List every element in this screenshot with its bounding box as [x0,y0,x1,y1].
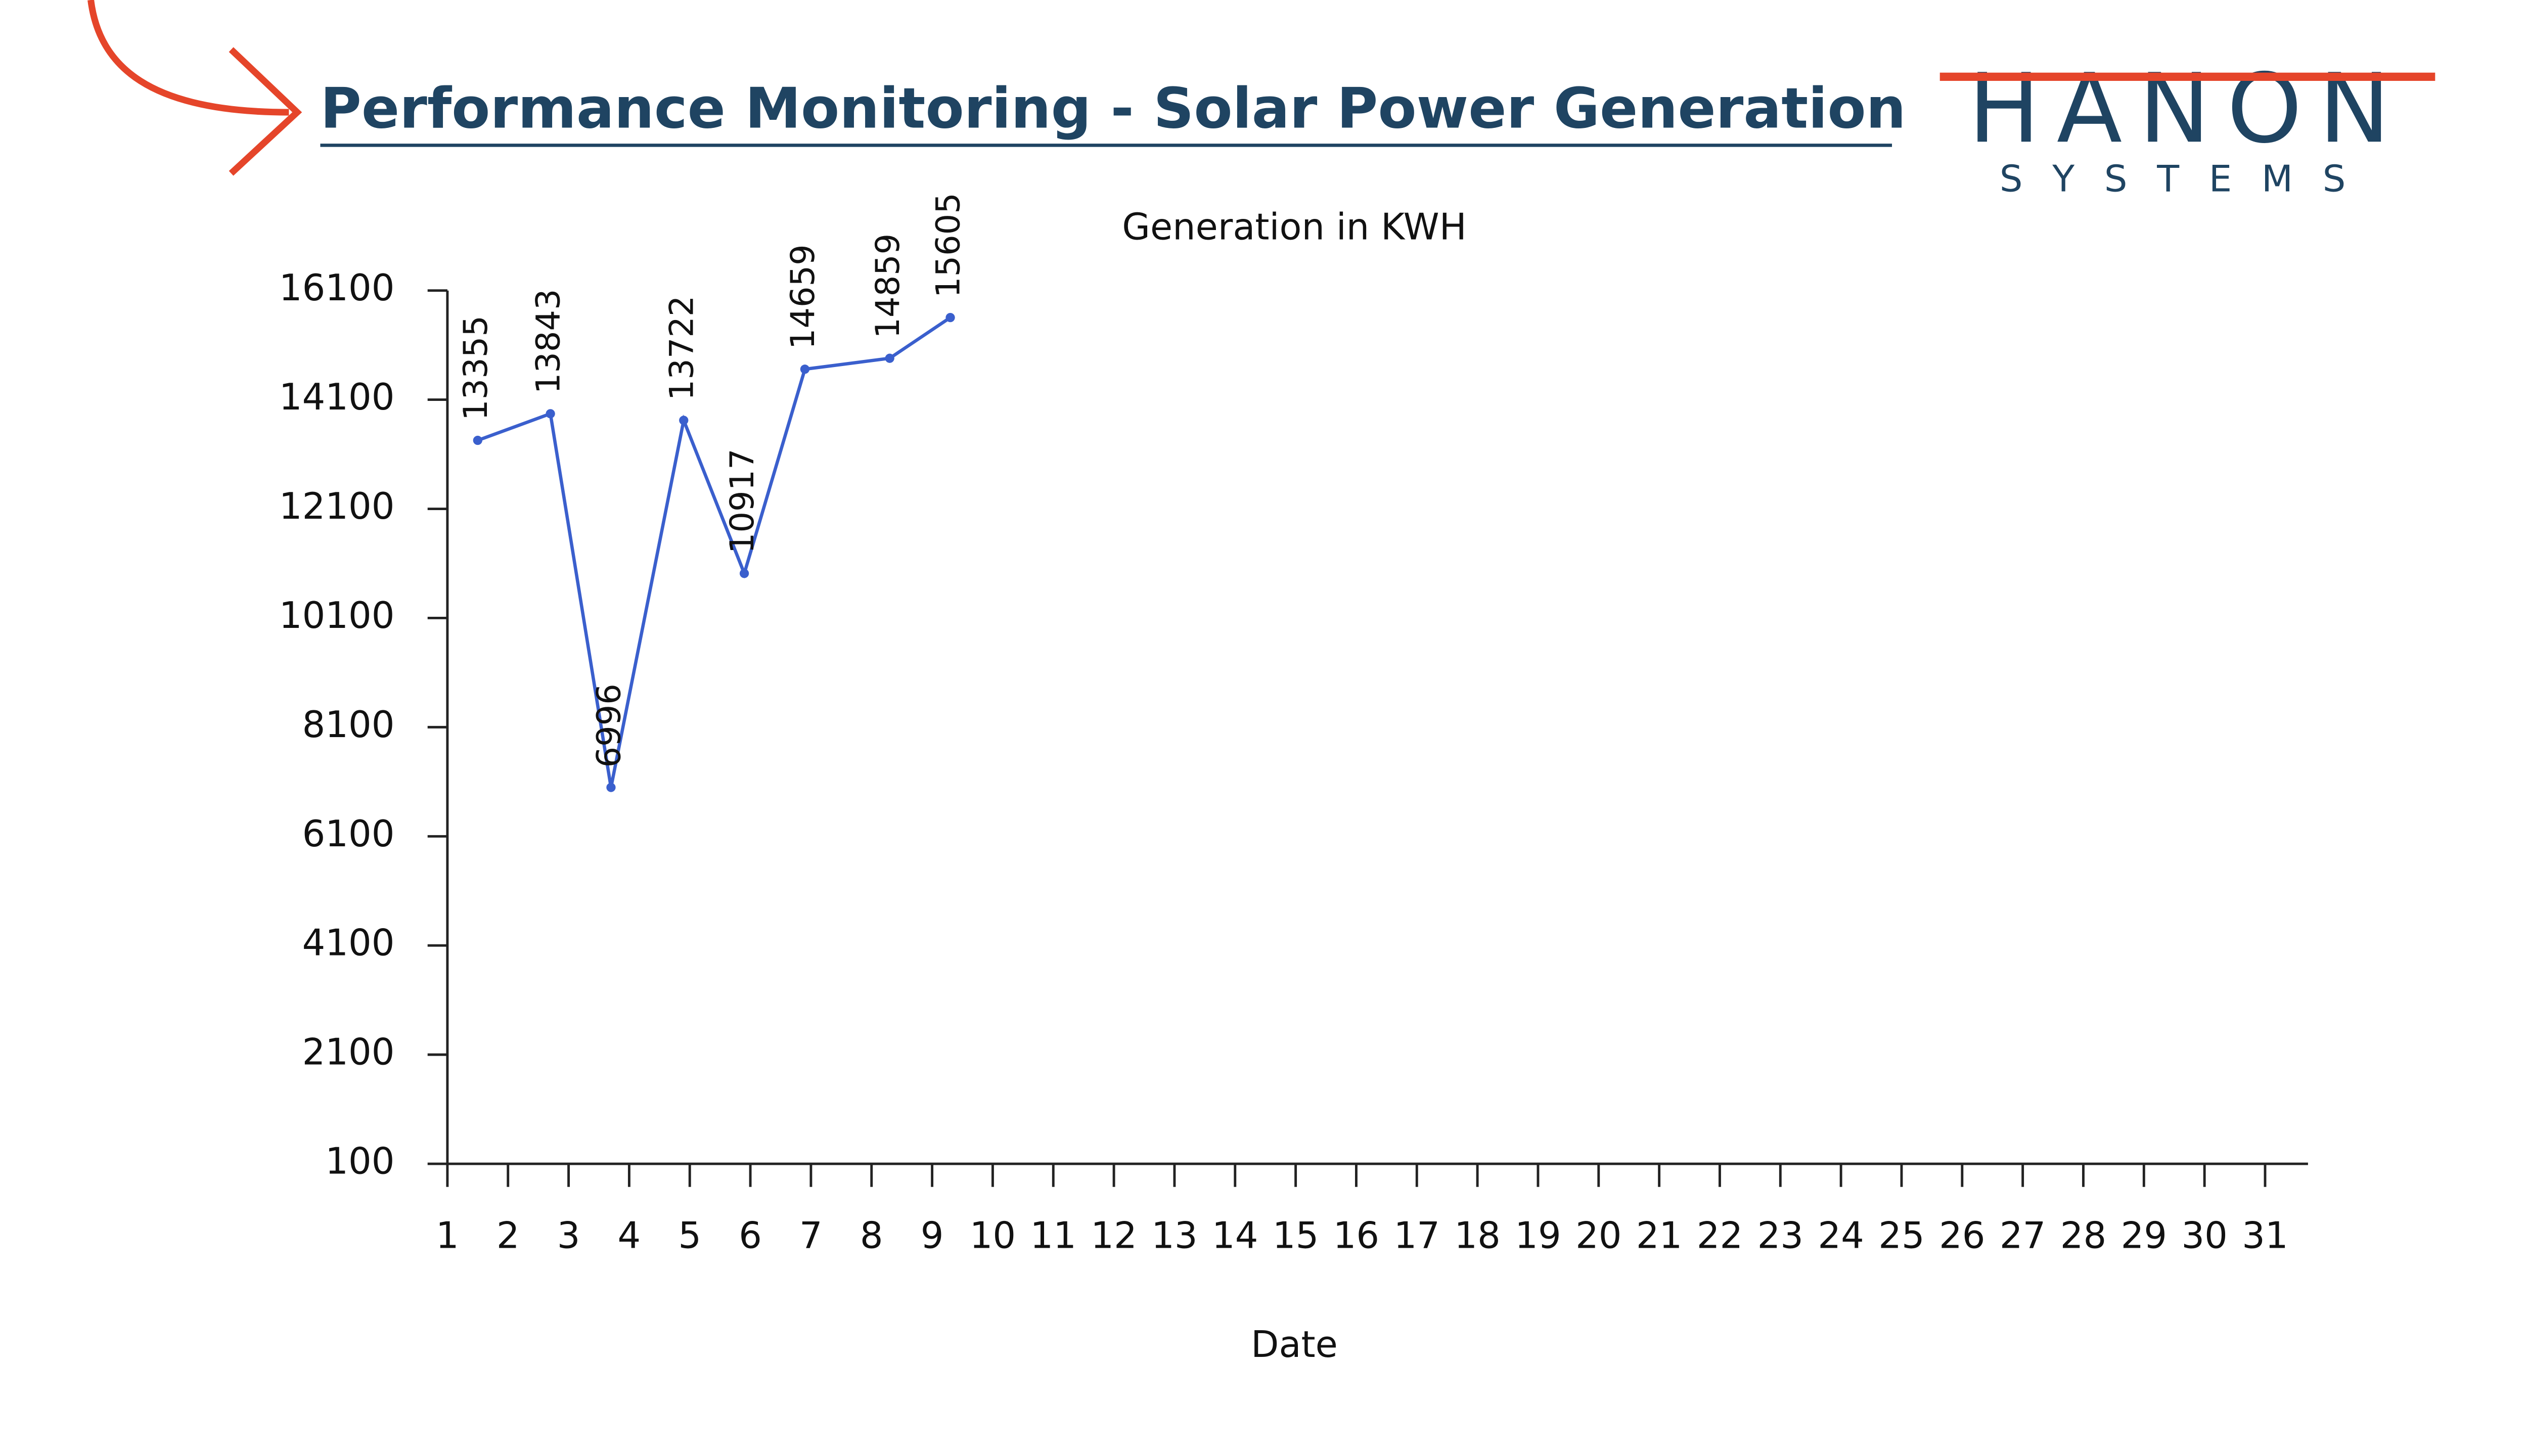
x-tick-label: 22 [1697,1214,1743,1256]
series-line [477,316,952,788]
y-tick-label: 6100 [302,812,395,855]
x-tick-label: 13 [1151,1214,1197,1256]
data-label: 13843 [529,289,568,394]
decor-arrow [87,0,289,116]
x-tick-label: 20 [1575,1214,1621,1256]
data-point [945,312,955,323]
data-point [800,365,810,374]
y-tick-label: 8100 [302,703,395,746]
data-point [606,783,616,792]
x-tick-label: 29 [2121,1214,2167,1256]
y-tick-label: 100 [325,1140,394,1182]
x-tick-label: 24 [1818,1214,1864,1256]
x-tick-label: 2 [496,1214,520,1256]
data-point [739,569,749,578]
logo-accent [1939,72,2435,81]
logo-brand: HANON [1968,53,2407,164]
x-tick-label: 7 [799,1214,823,1256]
data-label: 6996 [590,684,628,767]
x-tick-label: 12 [1091,1214,1137,1256]
x-tick-label: 5 [678,1214,701,1256]
y-tick-label: 4100 [302,922,395,964]
data-point [473,435,482,445]
x-tick-label: 11 [1030,1214,1076,1256]
data-label: 14659 [784,244,822,349]
x-tick-label: 30 [2181,1214,2227,1256]
data-label: 13722 [662,296,701,401]
y-tick-label: 10100 [279,594,394,636]
x-tick-label: 4 [618,1214,641,1256]
y-tick-label: 12100 [279,485,394,527]
y-tick-label: 16100 [279,266,394,309]
data-label: 10917 [723,448,761,554]
x-tick-label: 25 [1878,1214,1924,1256]
data-label: 13355 [457,315,495,421]
x-tick-label: 1 [436,1214,459,1256]
data-point [546,409,555,419]
x-tick-label: 31 [2242,1214,2288,1256]
x-tick-label: 10 [970,1214,1016,1256]
x-tick-label: 6 [739,1214,762,1256]
logo-tagline: SYSTEMS [2000,158,2375,200]
x-tick-label: 21 [1636,1214,1682,1256]
x-tick-label: 15 [1273,1214,1319,1256]
data-label: 15605 [929,193,968,298]
data-point [885,353,894,363]
chart-subtitle: Generation in KWH [1122,205,1466,248]
x-tick-label: 16 [1333,1214,1379,1256]
data-point [679,416,689,425]
x-tick-label: 26 [1939,1214,1985,1256]
x-tick-label: 8 [860,1214,883,1256]
y-tick-label: 14100 [279,376,394,418]
data-label: 14859 [869,234,907,339]
chart-title: Performance Monitoring - Solar Power Gen… [320,76,1906,141]
x-tick-label: 14 [1212,1214,1258,1256]
y-tick-label: 2100 [302,1031,395,1073]
x-tick-label: 17 [1394,1214,1440,1256]
x-tick-label: 19 [1515,1214,1561,1256]
x-tick-label: 23 [1757,1214,1803,1256]
decor-arrow-head [229,47,302,176]
x-tick-label: 27 [2000,1214,2046,1256]
x-tick-label: 9 [921,1214,944,1256]
x-axis-label: Date [1251,1323,1338,1366]
x-tick-label: 18 [1454,1214,1500,1256]
x-tick-label: 28 [2060,1214,2106,1256]
x-tick-label: 3 [557,1214,580,1256]
